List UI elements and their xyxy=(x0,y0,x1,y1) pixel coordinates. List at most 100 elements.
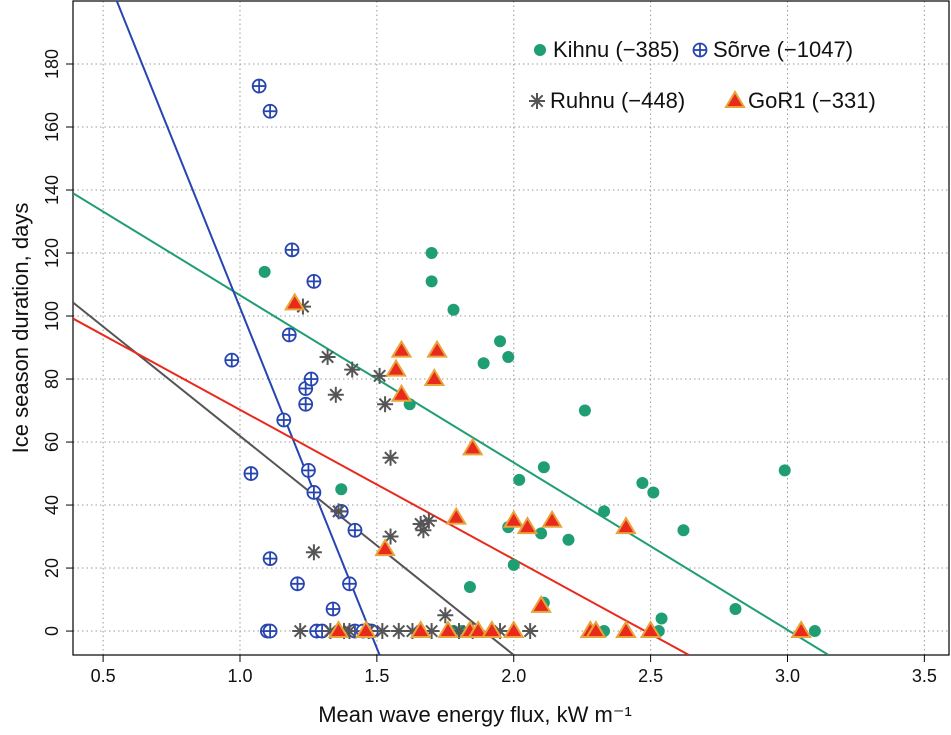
point xyxy=(224,352,240,368)
y-axis-label: Ice season duration, days xyxy=(8,203,33,454)
fit-line xyxy=(73,192,830,655)
legend-entry: Kihnu (−385) xyxy=(534,37,680,62)
point xyxy=(502,350,515,363)
point xyxy=(477,357,490,370)
y-tick-label: 60 xyxy=(42,432,62,452)
marker-shape xyxy=(502,509,525,528)
marker-shape xyxy=(425,275,438,288)
marker-shape xyxy=(790,620,812,639)
point xyxy=(258,265,271,278)
point xyxy=(420,512,437,529)
fit-line xyxy=(73,301,515,655)
point xyxy=(301,462,316,478)
marker-shape xyxy=(598,505,611,518)
point xyxy=(306,485,322,500)
marker-shape xyxy=(422,514,436,528)
y-tick-label: 20 xyxy=(42,558,62,578)
point xyxy=(535,527,548,540)
marker-shape xyxy=(523,624,537,638)
point xyxy=(303,371,319,387)
point xyxy=(409,620,432,639)
point xyxy=(541,509,563,528)
marker-shape xyxy=(335,483,348,496)
marker-shape xyxy=(447,303,460,316)
marker-shape xyxy=(481,620,503,639)
point xyxy=(292,623,309,640)
marker-shape xyxy=(384,530,397,543)
x-tick-label: 1.5 xyxy=(364,666,389,686)
point xyxy=(284,242,300,258)
point xyxy=(513,473,526,486)
point xyxy=(447,303,460,316)
x-tick-label: 2.5 xyxy=(638,666,663,686)
marker-shape xyxy=(585,620,607,639)
point xyxy=(390,339,413,358)
y-tick-label: 80 xyxy=(42,369,62,389)
marker-shape xyxy=(535,527,548,540)
point xyxy=(382,528,399,545)
point xyxy=(639,620,662,639)
marker-shape xyxy=(530,94,544,108)
point xyxy=(262,551,278,567)
marker-shape xyxy=(307,545,321,559)
point xyxy=(390,623,407,640)
point xyxy=(516,516,539,535)
point xyxy=(463,580,476,593)
point xyxy=(778,464,791,477)
legend-label: Kihnu (−385) xyxy=(553,37,680,62)
point xyxy=(290,576,305,592)
point xyxy=(371,367,388,384)
point xyxy=(437,620,459,639)
x-tick-label: 3.0 xyxy=(775,666,800,686)
point xyxy=(808,625,821,638)
plot-frame xyxy=(72,0,950,656)
point xyxy=(537,461,550,474)
marker-shape xyxy=(502,620,525,639)
y-tick-label: 180 xyxy=(42,49,62,79)
point xyxy=(390,383,413,402)
x-tick-label: 2.0 xyxy=(501,666,526,686)
marker-shape xyxy=(283,292,306,311)
marker-shape xyxy=(530,594,552,613)
point xyxy=(445,506,468,525)
marker-shape xyxy=(327,620,350,639)
point xyxy=(262,103,278,119)
marker-shape xyxy=(463,580,476,593)
marker-shape xyxy=(562,533,575,546)
marker-shape xyxy=(423,368,446,387)
plot-area xyxy=(73,1,830,655)
x-axis-label: Mean wave energy flux, kW m⁻¹ xyxy=(318,702,632,727)
marker-shape xyxy=(321,350,334,364)
marker-shape xyxy=(778,464,791,477)
marker-shape xyxy=(615,516,637,535)
marker-shape xyxy=(332,504,345,518)
marker-shape xyxy=(384,451,397,465)
point xyxy=(677,524,690,537)
point xyxy=(319,348,336,365)
point xyxy=(298,396,314,412)
marker-shape xyxy=(615,620,637,639)
legend-label: GoR1 (−331) xyxy=(748,88,876,113)
marker-shape xyxy=(655,612,668,625)
marker-shape xyxy=(355,620,377,639)
marker-shape xyxy=(534,44,546,56)
legend-label: Ruhnu (−448) xyxy=(550,88,685,113)
point xyxy=(426,339,448,358)
marker-shape xyxy=(729,603,742,616)
marker-shape xyxy=(378,397,392,411)
marker-shape xyxy=(409,620,432,639)
point xyxy=(692,42,708,58)
marker-shape xyxy=(639,620,662,639)
point xyxy=(615,516,637,535)
legend-entry: Sõrve (−1047) xyxy=(692,37,853,62)
marker-shape xyxy=(445,506,468,525)
point xyxy=(374,538,396,557)
fit-line xyxy=(73,317,690,655)
point xyxy=(335,483,348,496)
point xyxy=(529,93,545,109)
point xyxy=(425,275,438,288)
point xyxy=(330,503,347,520)
marker-shape xyxy=(494,335,507,348)
x-tick-label: 3.5 xyxy=(912,666,937,686)
legend-entry: Ruhnu (−448) xyxy=(529,88,685,113)
